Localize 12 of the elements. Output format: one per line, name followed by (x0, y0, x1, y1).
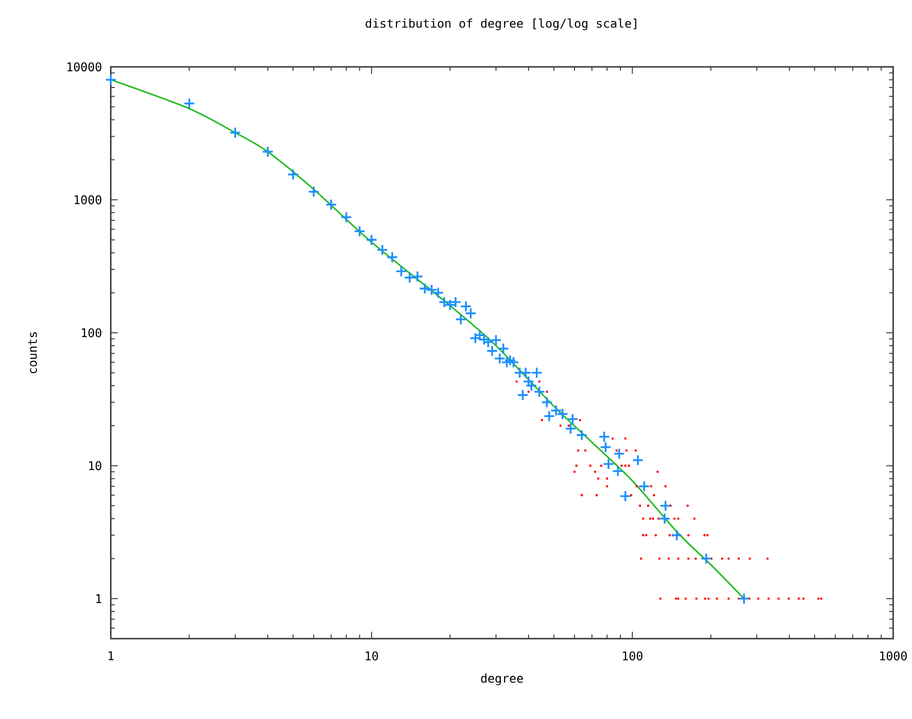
y-tick-label: 10 (89, 461, 102, 470)
chart-title: distribution of degree [log/log scale] (366, 18, 636, 30)
y-tick-label: 10000 (67, 62, 102, 72)
x-tick-label: 10 (366, 652, 378, 661)
x-axis-title: degree (481, 674, 523, 686)
y-tick-label: 1 (96, 594, 102, 604)
y-axis-title: counts (28, 332, 37, 374)
x-tick-label: 100 (622, 652, 642, 661)
y-tick-label: 100 (82, 328, 102, 338)
x-tick-label: 1 (108, 652, 114, 660)
x-tick-label: 1000 (880, 652, 907, 661)
y-tick-label: 1000 (74, 196, 102, 205)
